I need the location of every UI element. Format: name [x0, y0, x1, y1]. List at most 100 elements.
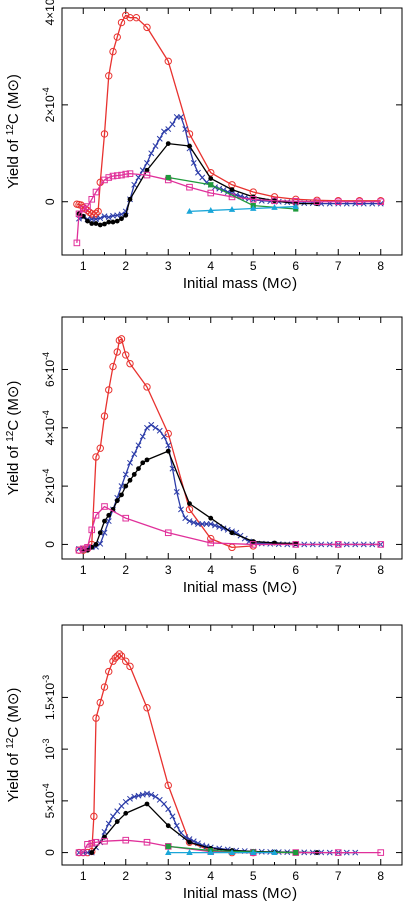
- data-point: [132, 13, 141, 22]
- data-point: [377, 198, 385, 206]
- data-point: [178, 506, 184, 513]
- data-point: [169, 121, 176, 128]
- plot-frame: [61, 316, 403, 560]
- data-point: [97, 540, 104, 547]
- data-point: [143, 383, 151, 391]
- data-point: [182, 126, 189, 133]
- data-point: [173, 114, 180, 120]
- data-point: [334, 541, 342, 548]
- data-point: [100, 683, 109, 691]
- data-point: [122, 836, 130, 844]
- data-point: [127, 196, 133, 202]
- data-point: [131, 451, 138, 457]
- y-tick-label: 0: [43, 198, 57, 205]
- data-point: [75, 546, 83, 554]
- data-point: [136, 466, 141, 472]
- data-point: [101, 837, 108, 845]
- x-tick-label: 7: [335, 259, 342, 273]
- x-tick-label: 4: [207, 259, 214, 273]
- data-point: [195, 521, 201, 527]
- data-point: [207, 539, 215, 547]
- data-point: [79, 849, 87, 856]
- data-point: [187, 839, 192, 845]
- y-axis-label: Yield of 12C (M⊙): [5, 688, 23, 803]
- data-point: [207, 207, 214, 213]
- data-point: [109, 172, 117, 180]
- data-point: [152, 143, 159, 149]
- data-point: [144, 167, 150, 173]
- data-point: [105, 72, 113, 80]
- data-point: [186, 183, 193, 191]
- data-point: [105, 386, 113, 394]
- data-point: [271, 197, 278, 205]
- data-point: [334, 198, 342, 206]
- data-point: [117, 652, 126, 660]
- data-point: [292, 541, 300, 548]
- data-point: [84, 544, 91, 551]
- data-point: [207, 189, 215, 197]
- data-point: [144, 801, 150, 807]
- series-black: [76, 141, 320, 228]
- data-point: [100, 412, 109, 420]
- data-point: [90, 812, 98, 821]
- data-point: [131, 181, 138, 188]
- data-point: [203, 521, 210, 527]
- data-point: [109, 362, 117, 371]
- data-point: [118, 483, 125, 490]
- data-point: [113, 348, 121, 356]
- data-point: [92, 714, 100, 722]
- data-point: [164, 429, 172, 438]
- data-point: [208, 182, 214, 188]
- x-tick-label: 2: [122, 563, 129, 577]
- data-point: [88, 526, 96, 534]
- data-point: [148, 150, 155, 157]
- x-axis-label: Initial mass (M⊙): [183, 275, 297, 292]
- data-point: [156, 135, 163, 142]
- data-point: [148, 421, 155, 428]
- y-tick-label: 1.5×10-3: [41, 675, 57, 720]
- data-point: [90, 211, 98, 219]
- data-point: [187, 501, 192, 507]
- data-point: [131, 472, 137, 477]
- data-point: [119, 216, 124, 222]
- data-point: [165, 843, 171, 849]
- data-point: [84, 841, 91, 848]
- y-axis-label: Yield of 12C (M⊙): [5, 381, 23, 496]
- data-point: [229, 187, 235, 193]
- data-point: [114, 212, 121, 219]
- data-point: [139, 791, 146, 798]
- data-point: [207, 534, 215, 543]
- y-tick-label: 4×10-4: [41, 0, 57, 26]
- data-point: [102, 221, 107, 227]
- data-point: [144, 457, 150, 463]
- data-point: [165, 823, 171, 829]
- data-point: [92, 209, 100, 218]
- data-point: [122, 471, 129, 478]
- data-point: [148, 791, 155, 798]
- y-tick-label: 2×10-4: [41, 469, 57, 504]
- y-tick-label: 5×10-4: [41, 783, 57, 818]
- series-magenta: [75, 503, 385, 554]
- y-tick-label: 0: [43, 849, 57, 856]
- data-point: [377, 541, 385, 548]
- data-point: [100, 130, 109, 138]
- series-cyan: [186, 203, 299, 214]
- data-point: [126, 662, 134, 671]
- x-tick-label: 3: [165, 259, 172, 273]
- data-point: [115, 650, 124, 658]
- y-tick-label: 6×10-4: [41, 352, 57, 387]
- data-point: [199, 521, 206, 527]
- y-tick-label: 2×10-4: [41, 87, 57, 122]
- data-point: [152, 793, 159, 800]
- x-tick-label: 4: [207, 869, 214, 883]
- x-tick-label: 7: [335, 563, 342, 577]
- data-point: [106, 219, 112, 225]
- x-tick-label: 5: [250, 259, 257, 273]
- data-point: [123, 810, 129, 816]
- x-tick-label: 6: [292, 869, 299, 883]
- data-point: [293, 849, 299, 856]
- data-point: [126, 359, 134, 368]
- x-axis-label: Initial mass (M⊙): [183, 885, 297, 902]
- x-tick-label: 7: [335, 869, 342, 883]
